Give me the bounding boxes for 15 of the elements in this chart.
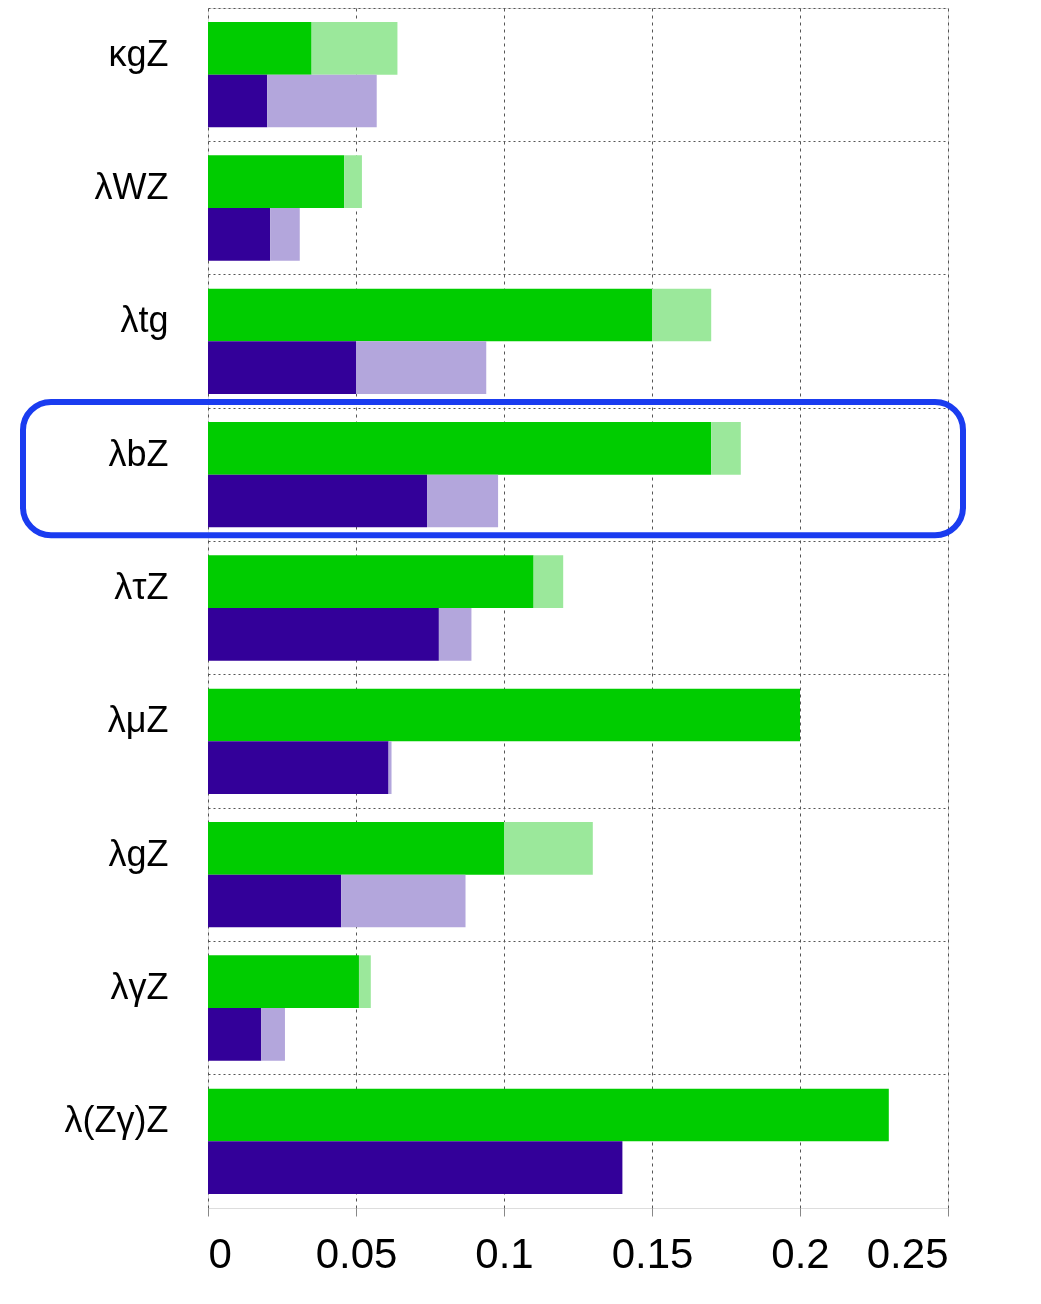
x-tick-label: 0.2 — [771, 1229, 830, 1277]
y-tick-label: λτZ — [114, 566, 169, 607]
x-tick-label: 0 — [208, 1229, 232, 1277]
y-tick-label: λμZ — [107, 699, 169, 741]
y-tick-label: λγZ — [110, 966, 169, 1007]
x-tick-label: 0.15 — [611, 1229, 694, 1277]
x-tick-label: 0.05 — [315, 1229, 398, 1277]
y-tick-label: κgZ — [108, 32, 169, 74]
y-tick-label: λtg — [120, 299, 169, 341]
y-tick-label: λ(Zγ)Z — [64, 1099, 169, 1141]
y-tick-label: λWZ — [94, 166, 169, 207]
y-tick-label: λbZ — [108, 432, 169, 474]
x-tick-label: 0.1 — [475, 1229, 534, 1277]
x-tick-label: 0.25 — [866, 1229, 949, 1277]
y-tick-label: λgZ — [108, 832, 169, 874]
